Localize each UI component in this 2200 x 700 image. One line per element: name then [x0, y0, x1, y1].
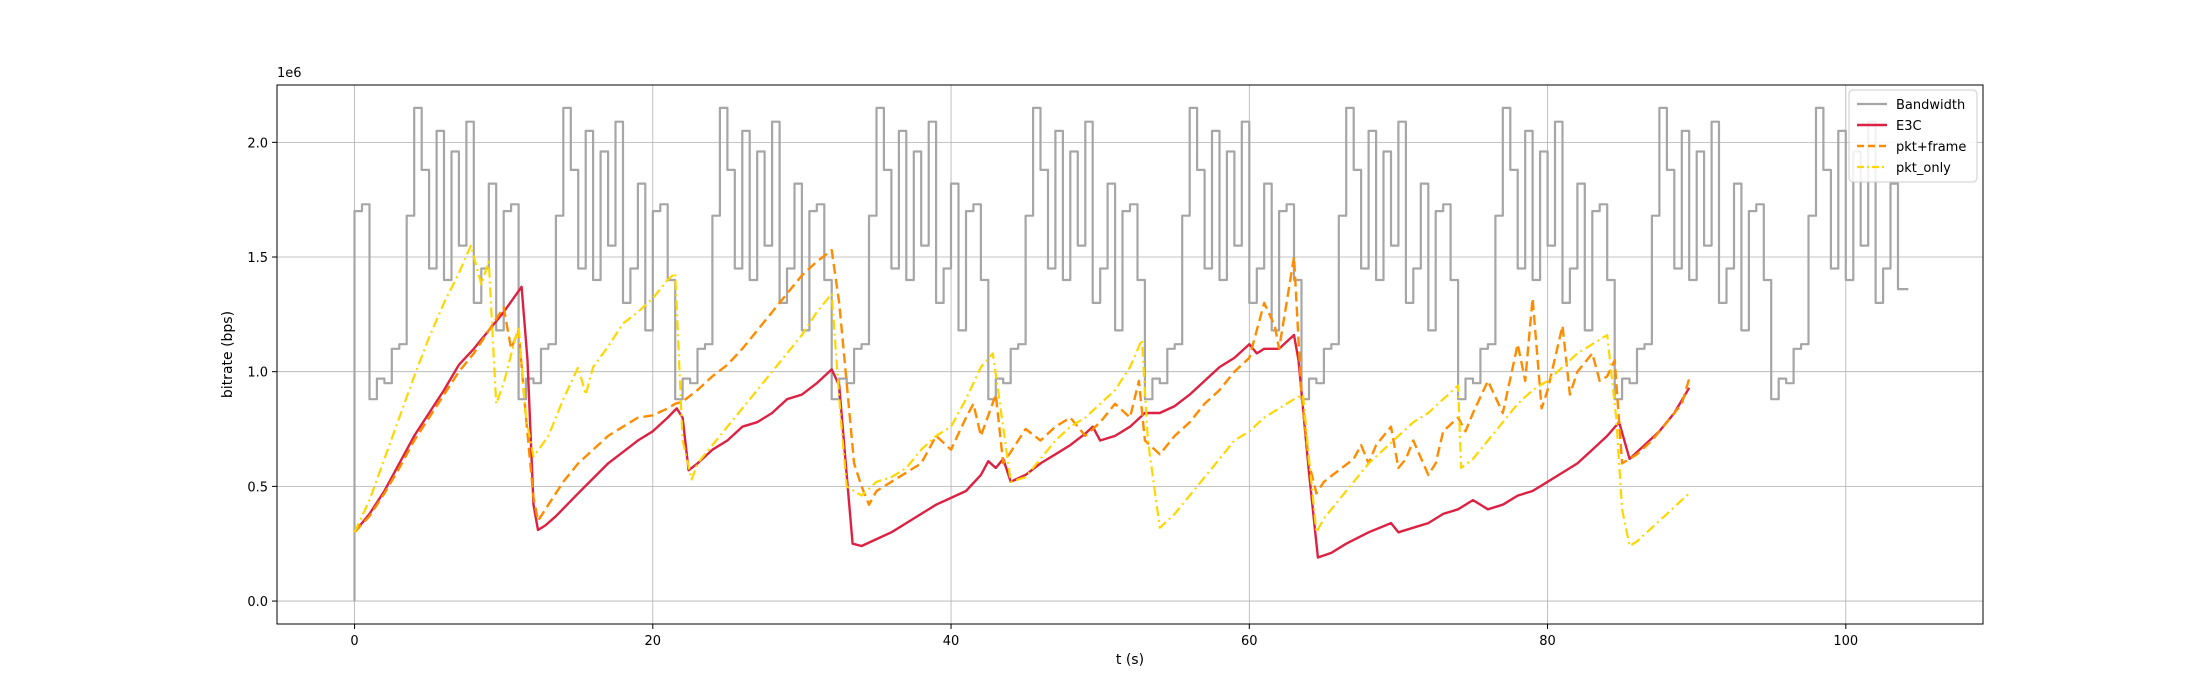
- legend-label: pkt_only: [1896, 161, 1951, 176]
- grid: [277, 85, 1983, 624]
- series-line-pkt-only: [353, 244, 1690, 548]
- y-tick-label: 2.0: [247, 136, 268, 151]
- y-axis-label: bitrate (bps): [220, 311, 236, 398]
- x-tick-label: 100: [1833, 634, 1858, 649]
- series-lines: [353, 106, 1909, 602]
- x-tick-label: 0: [350, 634, 358, 649]
- legend-label: Bandwidth: [1896, 98, 1965, 113]
- legend-label: E3C: [1896, 119, 1922, 134]
- x-tick-label: 60: [1241, 634, 1258, 649]
- x-axis-label: t (s): [1116, 652, 1144, 668]
- x-tick-label: 20: [645, 634, 662, 649]
- y-tick-label: 1.5: [247, 251, 268, 266]
- axis-ticks: 0 20 40 60 80 100 0.0 0.5 1.0 1.5 2.0: [247, 136, 1858, 649]
- series-line-bandwidth: [353, 106, 1909, 602]
- y-tick-label: 0.0: [247, 595, 268, 610]
- legend-label: pkt+frame: [1896, 140, 1966, 155]
- y-tick-label: 1.0: [247, 366, 268, 381]
- legend: Bandwidth E3C pkt+frame pkt_only: [1848, 89, 1978, 183]
- plot-frame: [276, 84, 1984, 625]
- y-tick-label: 0.5: [247, 480, 268, 495]
- series-line-pkt-frame: [353, 248, 1691, 534]
- legend-box: [1848, 89, 1978, 183]
- series-line-e3c: [353, 285, 1691, 559]
- x-tick-label: 40: [943, 634, 960, 649]
- x-tick-label: 80: [1539, 634, 1556, 649]
- y-offset-text: 1e6: [277, 66, 302, 81]
